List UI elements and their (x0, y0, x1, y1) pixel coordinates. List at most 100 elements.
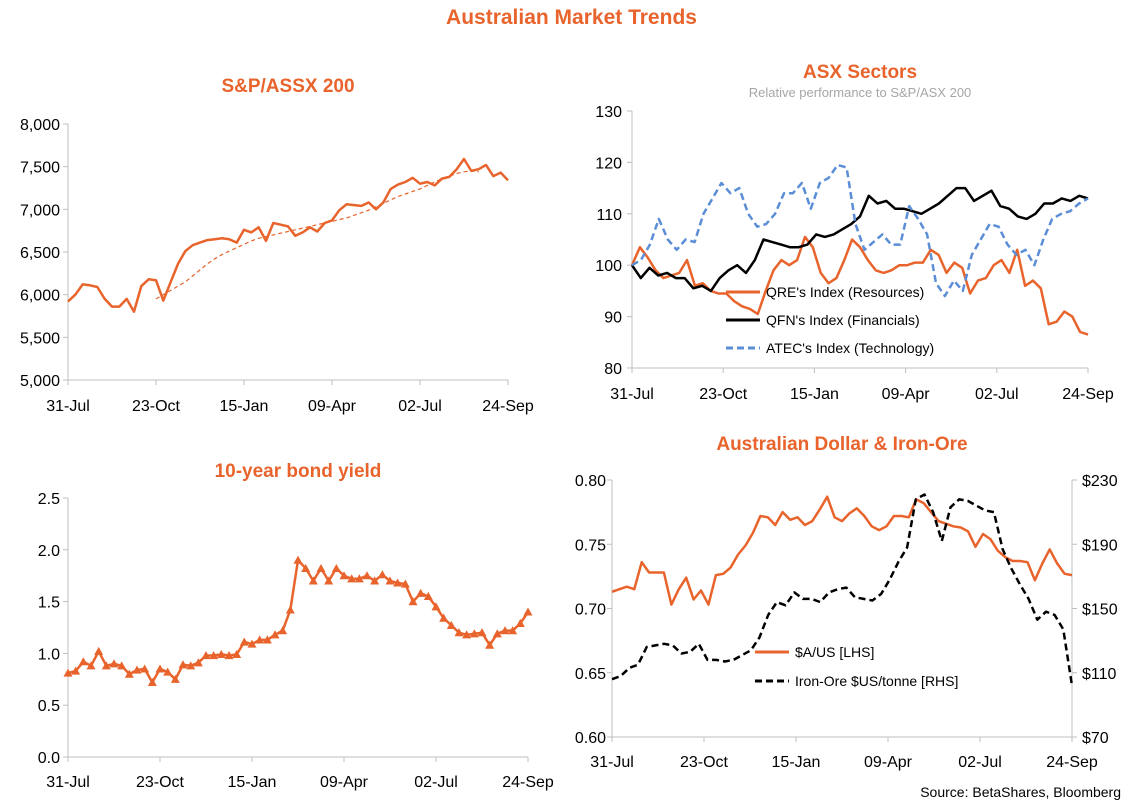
data-point-marker (255, 635, 265, 644)
chart-aud-iron: 0.60 0.65 0.70 0.75 0.80 $70 $110 $150 $190 $230 3… (575, 473, 1118, 771)
y-tick-label: 80 (604, 361, 622, 378)
chart-title-bond: 10-year bond yield (214, 461, 382, 482)
data-point-marker (308, 576, 318, 585)
data-point-marker (508, 626, 518, 635)
x-tick-label: 24-Sep (1062, 386, 1114, 403)
x-tick-label: 15-Jan (790, 386, 839, 403)
y-tick-label: 90 (604, 310, 622, 327)
data-point-marker (63, 668, 73, 677)
legend-label: Iron-Ore $US/tonne [RHS] (795, 673, 958, 689)
data-point-marker (400, 579, 410, 588)
series-line-asx200-1 (155, 170, 479, 300)
data-point-marker (385, 576, 395, 585)
x-tick-label: 15-Jan (228, 774, 277, 791)
data-point-marker (469, 629, 479, 638)
x-tick-label: 23-Oct (699, 386, 748, 403)
data-point-marker (239, 637, 249, 646)
data-point-marker (78, 657, 88, 666)
data-point-marker (124, 669, 134, 678)
x-tick-label: 02-Jul (958, 754, 1002, 771)
data-point-marker (408, 597, 418, 606)
y2-tick-label: $70 (1082, 730, 1109, 747)
data-point-marker (477, 628, 487, 637)
data-point-marker (316, 563, 326, 573)
data-point-marker (132, 665, 142, 674)
data-point-marker (301, 563, 311, 573)
data-point-marker (485, 640, 495, 649)
data-point-marker (201, 650, 211, 660)
data-point-marker (278, 626, 288, 635)
series-line-bond-0 (67, 558, 530, 684)
y2-tick-label: $150 (1082, 602, 1118, 619)
data-point-marker (270, 630, 280, 639)
y-tick-label: 110 (596, 207, 622, 224)
data-point-marker (216, 649, 226, 659)
legend-label: ATEC's Index (Technology) (766, 340, 934, 356)
chart-title-sectors: ASX Sectors (802, 62, 918, 83)
data-point-marker (285, 605, 295, 614)
y-tick-label: 1.5 (38, 595, 60, 612)
legend-label: QFN's Index (Financials) (766, 312, 920, 328)
y-tick-label: 7,000 (20, 202, 60, 219)
y2-tick-label: $190 (1082, 537, 1118, 554)
data-point-marker (109, 659, 119, 668)
data-point-marker (86, 661, 96, 670)
data-point-marker (339, 571, 349, 580)
series-line-sectors-2 (631, 163, 1089, 298)
data-point-marker (155, 664, 165, 673)
x-tick-label: 24-Sep (1046, 754, 1098, 771)
data-point-marker (140, 664, 150, 673)
y-tick-label: 5,000 (20, 373, 60, 390)
x-tick-label: 02-Jul (414, 774, 458, 791)
data-point-marker (324, 576, 334, 585)
x-tick-label: 15-Jan (772, 754, 821, 771)
series-line-aud_iron-1 (611, 493, 1074, 686)
data-point-marker (293, 555, 303, 564)
data-point-marker (71, 666, 81, 675)
chart-asx200: 5,000 5,500 6,000 6,500 7,000 7,500 8,000 31-Ju… (20, 117, 534, 415)
data-point-marker (362, 571, 372, 580)
x-tick-label: 09-Apr (320, 774, 369, 791)
data-point-marker (500, 626, 510, 635)
x-tick-label: 31-Jul (46, 398, 90, 415)
x-tick-label: 31-Jul (610, 386, 654, 403)
legend-label: $A/US [LHS] (795, 644, 874, 660)
y-tick-label: 2.0 (38, 543, 60, 560)
y2-tick-label: $110 (1082, 666, 1117, 683)
y-tick-label: 0.60 (575, 730, 606, 747)
y-tick-label: 0.65 (575, 666, 606, 683)
y2-tick-label: $230 (1082, 473, 1118, 490)
series-line-aud_iron-0 (611, 495, 1073, 606)
data-point-marker (101, 661, 111, 670)
x-tick-label: 31-Jul (46, 774, 90, 791)
data-point-marker (117, 661, 127, 670)
data-point-marker (331, 563, 341, 573)
y-tick-label: 1.0 (38, 646, 60, 663)
data-point-marker (492, 629, 502, 638)
data-point-marker (209, 650, 219, 660)
x-tick-label: 09-Apr (882, 386, 931, 403)
data-point-marker (170, 674, 180, 683)
data-point-marker (247, 639, 257, 648)
chart-bond: 0.0 0.5 1.0 1.5 2.0 2.5 31-Jul 23-Oct 15-Jan 09-A… (38, 491, 554, 791)
y-tick-label: 120 (595, 155, 622, 172)
data-point-marker (462, 630, 472, 639)
x-tick-label: 15-Jan (220, 398, 269, 415)
legend-label: QRE's Index (Resources) (766, 284, 924, 300)
y-tick-label: 6,000 (20, 288, 60, 305)
data-point-marker (262, 635, 272, 644)
y-tick-label: 8,000 (20, 117, 60, 134)
x-tick-label: 23-Oct (132, 398, 181, 415)
y-tick-label: 100 (595, 258, 622, 275)
x-tick-label: 31-Jul (590, 754, 634, 771)
data-point-marker (178, 660, 188, 669)
y-tick-label: 0.0 (38, 750, 60, 767)
y-tick-label: 130 (595, 104, 622, 121)
series-line-sectors-1 (630, 186, 1089, 293)
source-note: Source: BetaShares, Bloomberg (920, 784, 1121, 800)
data-point-marker (393, 578, 403, 587)
y-tick-label: 7,500 (20, 160, 60, 177)
data-point-marker (232, 649, 242, 659)
y-tick-label: 0.80 (575, 473, 606, 490)
